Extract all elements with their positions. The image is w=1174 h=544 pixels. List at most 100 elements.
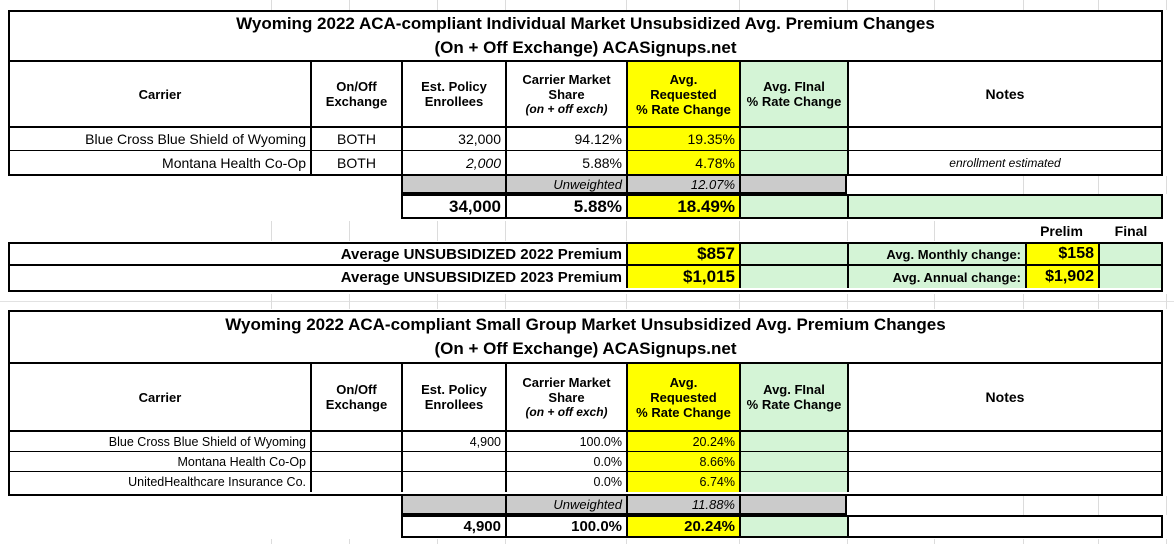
cell-change-final-value[interactable] [1100, 244, 1161, 264]
cell-final[interactable] [741, 151, 849, 174]
table1-col-header-notes[interactable]: Notes [985, 86, 1025, 102]
table-row: Montana Health Co-Op 0.0% 8.66% [10, 452, 1161, 472]
table2-title[interactable]: Wyoming 2022 ACA-compliant Small Group M… [8, 310, 1163, 364]
final-header[interactable]: Final [1114, 223, 1148, 239]
cell-total-enrollees[interactable]: 4,900 [403, 517, 507, 536]
cell-final[interactable] [741, 472, 849, 492]
cell-total-share[interactable]: 5.88% [507, 196, 628, 217]
cell-notes[interactable] [849, 472, 1161, 492]
gridline [739, 221, 740, 241]
table1-title-line1: Wyoming 2022 ACA-compliant Individual Ma… [236, 14, 935, 33]
cell-exchange[interactable] [312, 472, 403, 492]
cell-total-final[interactable] [741, 517, 849, 536]
table2-col-header-exchange[interactable]: On/Off Exchange [312, 364, 403, 430]
cell-blank[interactable] [741, 496, 845, 513]
cell-share[interactable]: 5.88% [507, 151, 628, 174]
gridline [1098, 294, 1099, 309]
cell-change-prelim-value[interactable]: $158 [1027, 244, 1100, 264]
cell-summary-label[interactable]: Average UNSUBSIDIZED 2023 Premium [10, 266, 628, 288]
cell-enrollees[interactable] [403, 452, 507, 471]
table1-col-header-exchange[interactable]: On/Off Exchange [312, 62, 403, 126]
table2-col-header-notes[interactable]: Notes [985, 389, 1025, 405]
cell-notes[interactable] [849, 452, 1161, 471]
table1-title-line2: (On + Off Exchange) ACASignups.net [434, 38, 737, 57]
cell-notes[interactable]: enrollment estimated [949, 155, 1061, 170]
cell-requested[interactable]: 20.24% [628, 432, 741, 451]
cell-total-requested[interactable]: 20.24% [628, 517, 741, 536]
cell-carrier[interactable]: Blue Cross Blue Shield of Wyoming [10, 432, 312, 451]
cell-final[interactable] [741, 432, 849, 451]
table2-title-line2: (On + Off Exchange) ACASignups.net [434, 339, 737, 358]
summary-column-headers: Prelim Final [1025, 221, 1164, 241]
table1-unweighted-row: Unweighted 12.07% [401, 176, 847, 194]
cell-unweighted-label[interactable]: Unweighted [507, 496, 628, 513]
cell-blank[interactable] [741, 244, 849, 264]
cell-total-final[interactable] [741, 196, 849, 217]
cell-notes[interactable] [849, 128, 1161, 150]
cell-enrollees[interactable] [403, 472, 507, 492]
cell-requested[interactable]: 8.66% [628, 452, 741, 471]
cell-final[interactable] [741, 452, 849, 471]
cell-carrier[interactable]: Blue Cross Blue Shield of Wyoming [10, 128, 312, 150]
gridline [847, 294, 848, 309]
table2-col-header-share[interactable]: Carrier Market Share (on + off exch) [507, 364, 628, 430]
cell-unweighted-label[interactable]: Unweighted [507, 176, 628, 192]
table2-col-header-final[interactable]: Avg. FInal% Rate Change [741, 364, 849, 430]
cell-change-prelim-value[interactable]: $1,902 [1027, 266, 1100, 288]
cell-change-label[interactable]: Avg. Monthly change: [849, 244, 1027, 264]
table2-col-header-enrollees[interactable]: Est. Policy Enrollees [403, 364, 507, 430]
cell-notes[interactable] [849, 432, 1161, 451]
cell-blank[interactable] [403, 496, 507, 513]
cell-change-final-value[interactable] [1100, 266, 1161, 288]
table2-col-header-requested[interactable]: Avg. Requested% Rate Change [628, 364, 741, 430]
cell-total-share[interactable]: 100.0% [507, 517, 628, 536]
gridline [505, 294, 506, 309]
cell-enrollees[interactable]: 32,000 [403, 128, 507, 150]
cell-summary-value[interactable]: $857 [628, 244, 741, 264]
cell-change-label[interactable]: Avg. Annual change: [849, 266, 1027, 288]
cell-unweighted-requested[interactable]: 11.88% [628, 496, 741, 513]
cell-carrier[interactable]: Montana Health Co-Op [10, 151, 312, 174]
cell-enrollees[interactable]: 2,000 [403, 151, 507, 174]
cell-total-enrollees[interactable]: 34,000 [403, 196, 507, 217]
cell-total-notes[interactable] [849, 196, 1161, 217]
prelim-header[interactable]: Prelim [1040, 223, 1083, 239]
table1-col-header-share[interactable]: Carrier Market Share (on + off exch) [507, 62, 628, 126]
cell-exchange[interactable] [312, 432, 403, 451]
cell-requested[interactable]: 4.78% [628, 151, 741, 174]
cell-summary-label[interactable]: Average UNSUBSIDIZED 2022 Premium [10, 244, 628, 264]
cell-unweighted-requested[interactable]: 12.07% [628, 176, 741, 192]
cell-blank[interactable] [741, 266, 849, 288]
gridline [349, 221, 350, 241]
table1-col-header-carrier[interactable]: Carrier [10, 62, 312, 126]
cell-enrollees[interactable]: 4,900 [403, 432, 507, 451]
gridline [1166, 0, 1167, 10]
table1-total-row: 34,000 5.88% 18.49% [401, 194, 1163, 219]
cell-exchange[interactable] [312, 452, 403, 471]
cell-share[interactable]: 0.0% [507, 452, 628, 471]
cell-requested[interactable]: 6.74% [628, 472, 741, 492]
table1-col-header-final[interactable]: Avg. FInal% Rate Change [741, 62, 849, 126]
cell-share[interactable]: 100.0% [507, 432, 628, 451]
cell-share[interactable]: 94.12% [507, 128, 628, 150]
cell-carrier[interactable]: UnitedHealthcare Insurance Co. [10, 472, 312, 492]
table2-col-header-carrier[interactable]: Carrier [10, 364, 312, 430]
cell-carrier[interactable]: Montana Health Co-Op [10, 452, 312, 471]
table1-title[interactable]: Wyoming 2022 ACA-compliant Individual Ma… [8, 10, 1163, 62]
cell-summary-value[interactable]: $1,015 [628, 266, 741, 288]
gridline [1023, 294, 1024, 309]
table1-col-header-enrollees[interactable]: Est. Policy Enrollees [403, 62, 507, 126]
cell-final[interactable] [741, 128, 849, 150]
cell-requested[interactable]: 19.35% [628, 128, 741, 150]
cell-total-notes[interactable] [849, 517, 1161, 536]
table1-col-header-requested[interactable]: Avg. Requested% Rate Change [628, 62, 741, 126]
gridline [505, 0, 506, 10]
cell-share[interactable]: 0.0% [507, 472, 628, 492]
table1-header-row: Carrier On/Off Exchange Est. Policy Enroll… [8, 62, 1163, 128]
cell-blank[interactable] [403, 176, 507, 192]
cell-total-requested[interactable]: 18.49% [628, 196, 741, 217]
cell-exchange[interactable]: BOTH [312, 151, 403, 174]
cell-blank[interactable] [741, 176, 845, 192]
cell-exchange[interactable]: BOTH [312, 128, 403, 150]
